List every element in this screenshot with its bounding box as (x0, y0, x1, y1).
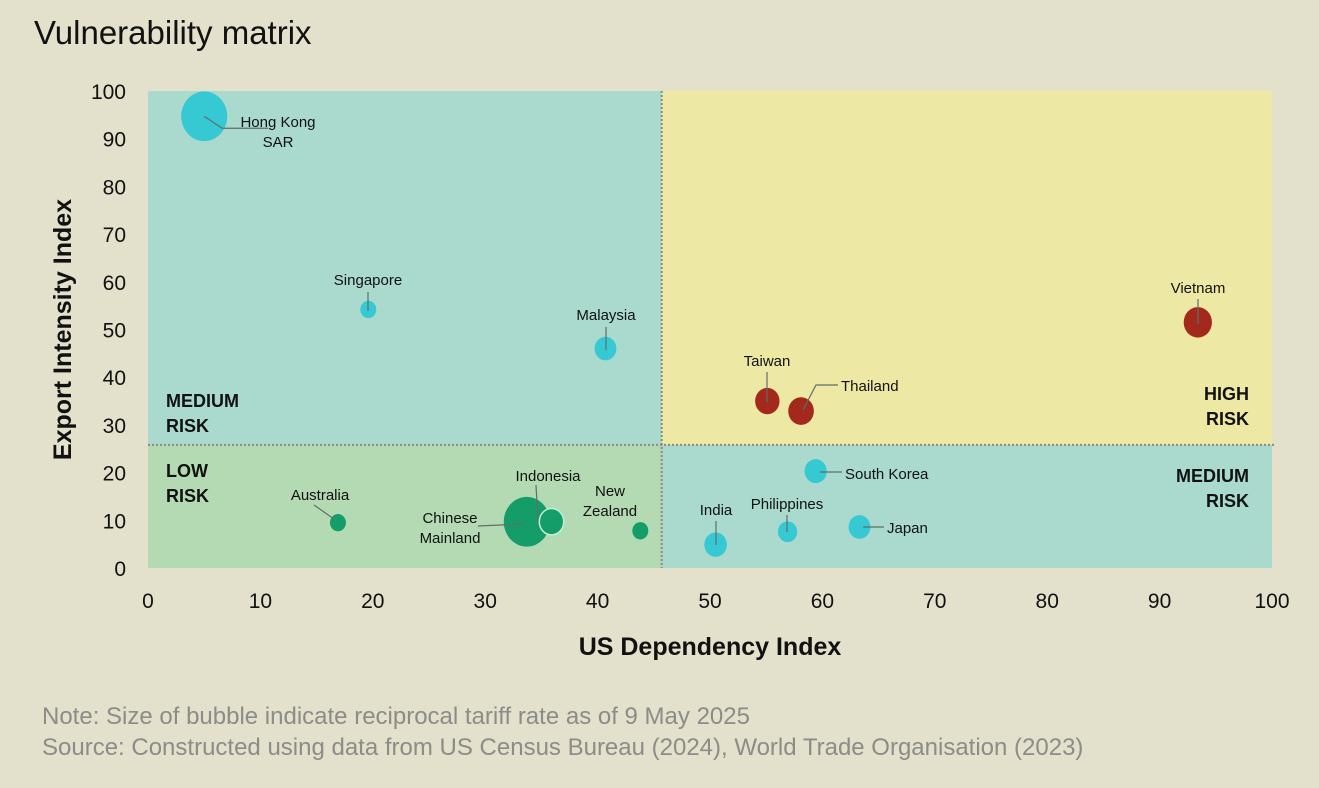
bubble-label: Zealand (583, 503, 637, 520)
bubble-label: South Korea (845, 466, 929, 483)
bubble-label: Indonesia (515, 468, 581, 485)
chart-note: Note: Size of bubble indicate reciprocal… (42, 703, 750, 730)
chart-title: Vulnerability matrix (34, 14, 312, 51)
bubble-chinese-mainland (503, 496, 550, 547)
bubble-south-korea (804, 459, 827, 484)
bubble-label: Vietnam (1171, 280, 1226, 297)
bubble-label: SAR (263, 134, 294, 151)
x-tick-label: 30 (474, 590, 497, 613)
bubble-japan (848, 515, 871, 539)
bubble-chart: MEDIUM RISK HIGH RISK LOW RISK MEDIUM RISK 0 10 20… (49, 81, 1290, 661)
bubble-label: Chinese (422, 510, 477, 527)
bubble-label: India (700, 502, 733, 519)
quadrant-label: RISK (1206, 491, 1249, 511)
x-tick-label: 0 (142, 590, 154, 613)
bubble-label: New (595, 483, 625, 500)
label-leader-line (203, 115, 269, 129)
quadrant-label: RISK (166, 486, 209, 506)
y-tick-label: 70 (103, 224, 126, 247)
bubble-label: Australia (291, 487, 350, 504)
bubble-label: Philippines (751, 496, 824, 513)
y-tick-label: 60 (103, 272, 126, 295)
x-tick-label: 90 (1148, 590, 1171, 613)
bubble-australia (329, 514, 346, 532)
quadrant-label: HIGH (1204, 384, 1249, 404)
bubble-label: Japan (887, 520, 928, 537)
quadrant-label: RISK (166, 416, 209, 436)
y-tick-label: 100 (91, 81, 126, 104)
y-tick-label: 0 (114, 558, 126, 581)
bubble-new-zealand (632, 522, 649, 540)
bubble-label: Hong Kong (240, 114, 315, 131)
y-tick-label: 90 (103, 129, 126, 152)
bubble-label: Taiwan (744, 353, 791, 370)
y-tick-label: 20 (103, 463, 126, 486)
x-tick-label: 10 (249, 590, 272, 613)
bubble-label: Thailand (841, 378, 899, 395)
x-tick-label: 60 (811, 590, 834, 613)
x-tick-label: 50 (698, 590, 721, 613)
x-tick-label: 40 (586, 590, 609, 613)
y-tick-label: 50 (103, 320, 126, 343)
label-leader-line (477, 523, 523, 527)
bubble-label: Mainland (420, 530, 481, 547)
quadrant-bottom-left (148, 444, 662, 568)
y-tick-label: 10 (103, 510, 126, 533)
bubble-thailand (788, 397, 814, 425)
x-tick-label: 80 (1036, 590, 1059, 613)
label-leader-line (802, 384, 838, 411)
quadrant-top-left (148, 91, 662, 445)
quadrant-label: RISK (1206, 409, 1249, 429)
bubble-indonesia (538, 507, 565, 536)
bubble-label: Malaysia (576, 307, 636, 324)
x-tick-label: 100 (1254, 590, 1289, 613)
quadrant-bottom-right (661, 444, 1272, 568)
x-tick-label: 70 (923, 590, 946, 613)
quadrant-top-right (661, 91, 1272, 445)
label-leader-line (535, 484, 539, 523)
quadrant-label: MEDIUM (166, 391, 239, 411)
bubble-hong-kong-sar (181, 91, 228, 142)
x-tick-label: 20 (361, 590, 384, 613)
chart-source: Source: Constructed using data from US C… (42, 734, 1084, 761)
quadrant-label: LOW (166, 461, 208, 481)
label-leader-line (313, 504, 335, 520)
y-axis-title: Export Intensity Index (49, 199, 77, 460)
quadrant-label: MEDIUM (1176, 466, 1249, 486)
bubble-label: Singapore (334, 272, 402, 289)
y-tick-label: 30 (103, 415, 126, 438)
x-axis-title: US Dependency Index (579, 633, 842, 661)
y-tick-label: 80 (103, 176, 126, 199)
y-tick-label: 40 (103, 367, 126, 390)
